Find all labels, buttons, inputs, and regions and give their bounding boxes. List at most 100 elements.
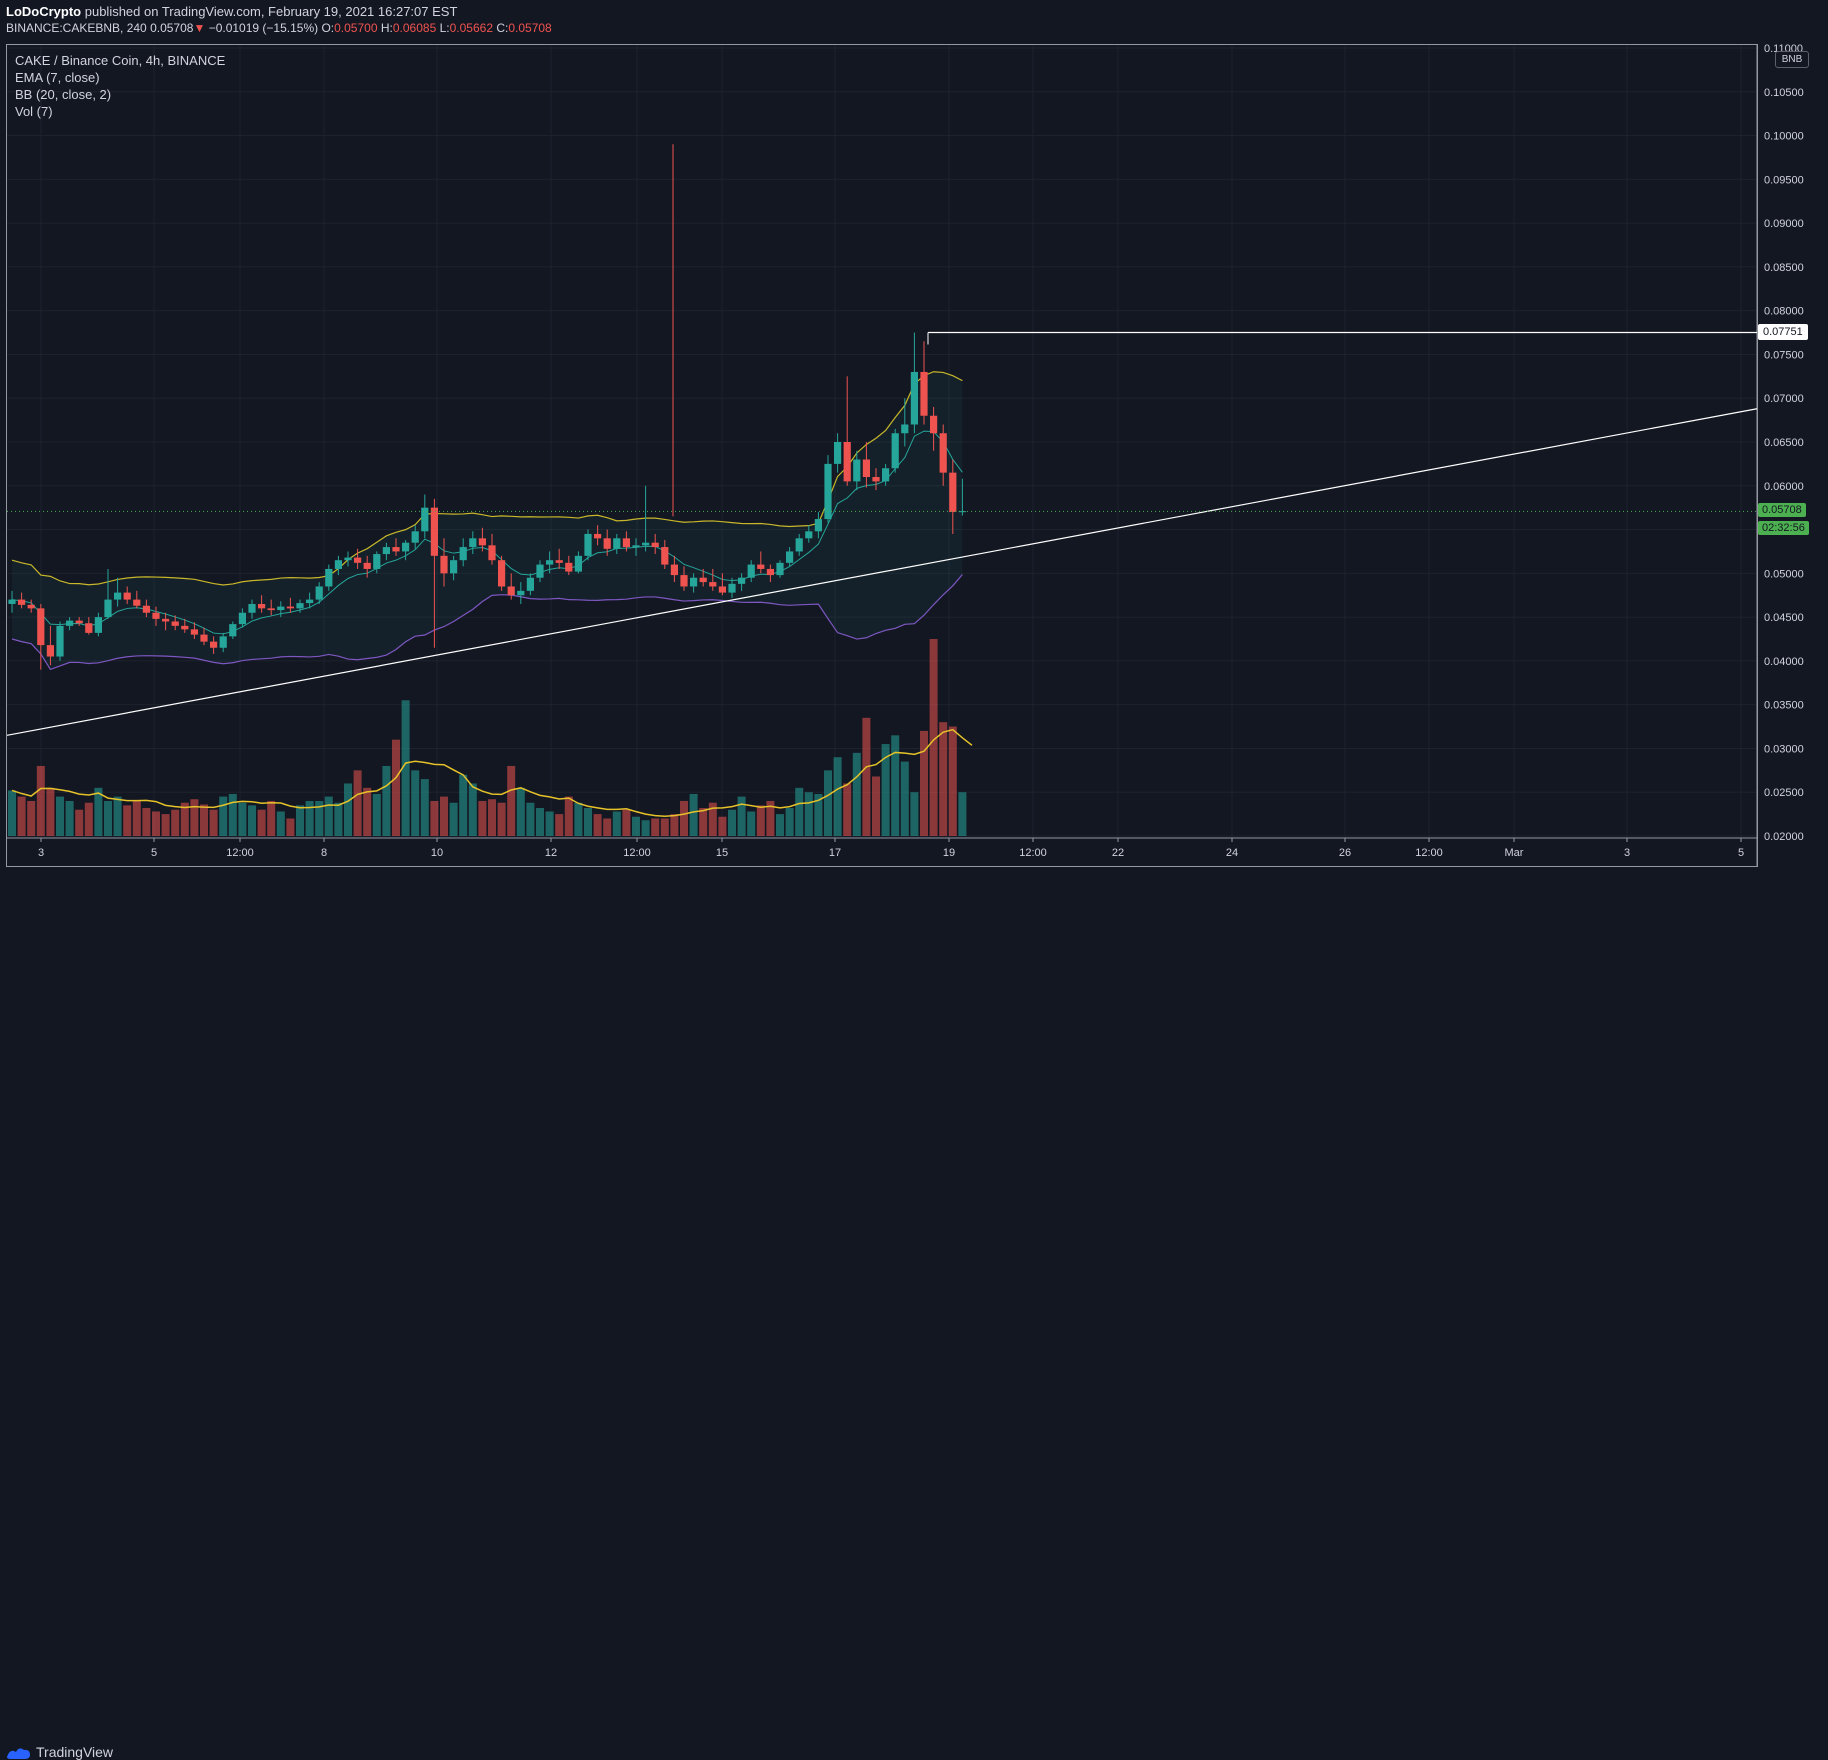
candle-body[interactable] — [536, 564, 544, 578]
candle-body[interactable] — [757, 564, 765, 569]
publisher-name[interactable]: LoDoCrypto — [6, 4, 82, 19]
legend-ema[interactable]: EMA (7, close) — [15, 70, 100, 85]
legend-pair[interactable]: CAKE / Binance Coin, 4h, BINANCE — [15, 53, 226, 68]
candle-body[interactable] — [766, 568, 774, 576]
candle-body[interactable] — [258, 603, 266, 609]
candle-body[interactable] — [123, 592, 131, 600]
candle-body[interactable] — [930, 415, 938, 434]
candle-body[interactable] — [603, 538, 611, 549]
legend-bb[interactable]: BB (20, close, 2) — [15, 87, 112, 102]
candle-body[interactable] — [939, 433, 947, 473]
candle-body[interactable] — [238, 612, 246, 625]
candle-body[interactable] — [920, 371, 928, 416]
candle-body[interactable] — [18, 599, 26, 605]
candle-body[interactable] — [27, 604, 35, 609]
candle-body[interactable] — [402, 542, 410, 552]
candle-body[interactable] — [498, 560, 506, 587]
candle-body[interactable] — [661, 547, 669, 565]
candle-body[interactable] — [181, 625, 189, 630]
candle-body[interactable] — [363, 562, 371, 569]
price-chart[interactable]: 0.110000.105000.100000.095000.090000.085… — [0, 0, 1828, 902]
candle-body[interactable] — [133, 599, 141, 606]
candle-body[interactable] — [267, 608, 275, 611]
candle-body[interactable] — [469, 538, 477, 548]
candle-body[interactable] — [488, 545, 496, 561]
candle-body[interactable] — [325, 568, 333, 587]
candle-body[interactable] — [872, 477, 880, 482]
candle-body[interactable] — [901, 424, 909, 434]
candle-body[interactable] — [949, 472, 957, 513]
candle-body[interactable] — [910, 371, 918, 425]
candle-body[interactable] — [296, 603, 304, 609]
candle-body[interactable] — [728, 583, 736, 593]
candle-body[interactable] — [162, 618, 170, 622]
candle-body[interactable] — [814, 519, 822, 532]
candle-body[interactable] — [546, 560, 554, 565]
candle-body[interactable] — [75, 620, 83, 624]
candle-body[interactable] — [795, 538, 803, 552]
candle-body[interactable] — [286, 606, 294, 609]
candle-body[interactable] — [651, 542, 659, 548]
candle-body[interactable] — [622, 538, 630, 548]
candle-body[interactable] — [56, 625, 64, 657]
candle-body[interactable] — [210, 641, 218, 648]
candle-body[interactable] — [440, 555, 448, 574]
candle-body[interactable] — [46, 645, 54, 657]
candle-body[interactable] — [450, 560, 458, 574]
candle-body[interactable] — [142, 605, 150, 613]
candle-body[interactable] — [824, 463, 832, 520]
candle-body[interactable] — [277, 606, 285, 611]
candle-body[interactable] — [411, 531, 419, 543]
candle-body[interactable] — [747, 564, 755, 578]
candle-body[interactable] — [229, 624, 237, 637]
candle-body[interactable] — [517, 590, 525, 596]
candle-body[interactable] — [392, 547, 400, 552]
candle-body[interactable] — [632, 545, 640, 548]
candle-body[interactable] — [315, 586, 323, 600]
candle-body[interactable] — [152, 612, 160, 619]
candle-body[interactable] — [776, 562, 784, 576]
candle-body[interactable] — [382, 547, 390, 555]
trend-line[interactable] — [6, 408, 1758, 736]
candle-body[interactable] — [862, 459, 870, 478]
candle-body[interactable] — [738, 577, 746, 584]
candle-body[interactable] — [805, 531, 813, 539]
candle-body[interactable] — [190, 629, 198, 635]
candle-body[interactable] — [834, 442, 842, 464]
candle-body[interactable] — [565, 562, 573, 572]
tradingview-brand[interactable]: TradingView — [6, 1744, 113, 1760]
candle-body[interactable] — [958, 511, 966, 513]
candle-body[interactable] — [507, 586, 515, 596]
candle-body[interactable] — [66, 620, 74, 626]
candle-body[interactable] — [891, 433, 899, 469]
candle-body[interactable] — [786, 551, 794, 563]
candle-body[interactable] — [354, 557, 362, 563]
candle-body[interactable] — [94, 617, 102, 633]
candle-body[interactable] — [882, 468, 890, 482]
currency-badge[interactable]: BNB — [1775, 51, 1809, 68]
candle-body[interactable] — [574, 555, 582, 572]
candle-body[interactable] — [699, 577, 707, 583]
candle-body[interactable] — [709, 582, 717, 587]
candle-body[interactable] — [8, 599, 16, 604]
candle-body[interactable] — [37, 608, 45, 646]
candle-body[interactable] — [344, 557, 352, 561]
candle-body[interactable] — [843, 442, 851, 482]
candle-body[interactable] — [85, 623, 93, 633]
candle-body[interactable] — [219, 636, 227, 648]
candle-body[interactable] — [200, 634, 208, 642]
candle-body[interactable] — [853, 459, 861, 482]
candle-body[interactable] — [334, 560, 342, 569]
candle-body[interactable] — [690, 577, 698, 587]
candle-body[interactable] — [478, 538, 486, 546]
candle-body[interactable] — [421, 507, 429, 532]
candle-body[interactable] — [114, 592, 122, 600]
candle-body[interactable] — [248, 603, 256, 613]
candle-body[interactable] — [306, 599, 314, 604]
candle-body[interactable] — [642, 542, 650, 546]
candle-body[interactable] — [594, 533, 602, 539]
candle-body[interactable] — [430, 507, 438, 556]
candle-body[interactable] — [104, 599, 112, 618]
candle-body[interactable] — [526, 577, 534, 591]
candle-body[interactable] — [171, 621, 179, 626]
